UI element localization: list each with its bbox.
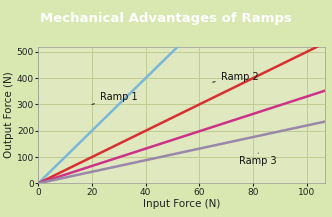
X-axis label: Input Force (N): Input Force (N) xyxy=(143,199,220,209)
Text: Ramp 1: Ramp 1 xyxy=(92,92,137,105)
Text: Ramp 3: Ramp 3 xyxy=(239,153,277,166)
Text: Mechanical Advantages of Ramps: Mechanical Advantages of Ramps xyxy=(40,13,292,25)
Text: Ramp 2: Ramp 2 xyxy=(212,72,258,82)
Y-axis label: Output Force (N): Output Force (N) xyxy=(4,72,14,158)
